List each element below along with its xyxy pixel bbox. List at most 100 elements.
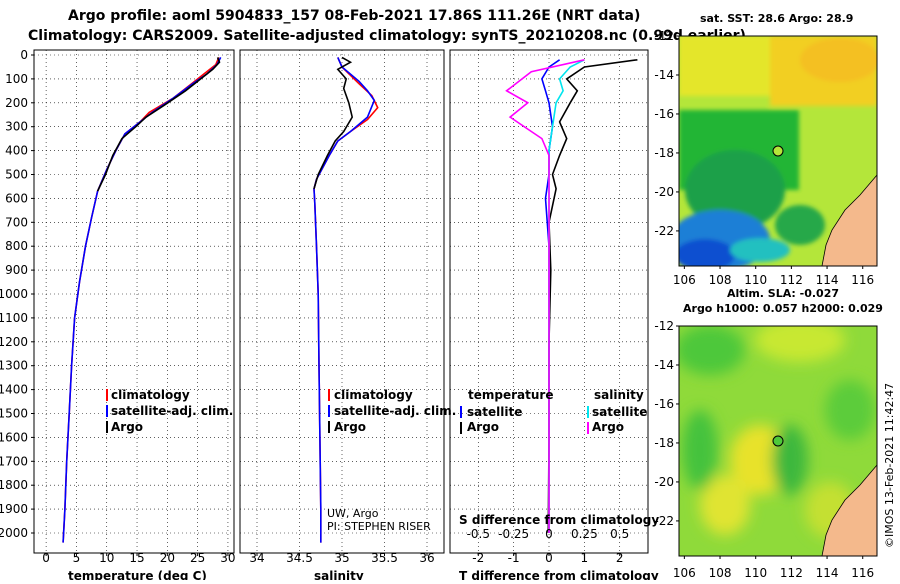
sst-cold-core xyxy=(679,239,735,266)
sal-xtick-label: 35.5 xyxy=(371,551,398,565)
temp-xtick-label: 10 xyxy=(99,551,114,565)
sst-cyan-patch xyxy=(730,238,790,262)
depth-tick-label: 600 xyxy=(5,191,28,205)
map1-ticks-xtick-label: 112 xyxy=(780,273,803,287)
diff-legend-sal-satellite: satellite xyxy=(592,405,647,419)
sal-xtick-label: 34 xyxy=(249,551,264,565)
sla-low-center xyxy=(772,425,808,495)
temp-series-satellite-adj-clim- xyxy=(62,57,222,543)
diff-legend-temperature-header: temperature xyxy=(468,388,553,402)
map2-ticks-ytick-label: -18 xyxy=(654,436,674,450)
map2-ticks-xtick-label: 116 xyxy=(851,566,874,580)
temp-xtick-label: 0 xyxy=(42,551,50,565)
depth-tick-label: 100 xyxy=(5,72,28,86)
temp-legend-satellite: satellite-adj. clim. xyxy=(111,404,233,418)
depth-tick-label: 700 xyxy=(5,215,28,229)
map2-ticks-xtick-label: 106 xyxy=(673,566,696,580)
diff-top-tick-label: 0 xyxy=(545,527,553,541)
depth-tick-label: 2000 xyxy=(0,526,28,540)
salinity-plot-frame xyxy=(239,49,445,554)
sal-series-argo xyxy=(313,56,354,190)
map1-ticks-xtick-label: 116 xyxy=(851,273,874,287)
salinity-annotation-1: UW, Argo xyxy=(327,507,379,520)
map1-ticks-ytick-label: -22 xyxy=(654,224,674,238)
depth-tick-label: 1600 xyxy=(0,430,28,444)
diff-series-salinity-satellite xyxy=(548,59,585,533)
sal-legend-satellite: satellite-adj. clim. xyxy=(334,404,456,418)
sal-xtick-label: 35 xyxy=(334,551,349,565)
diff-legend-temp-argo: Argo xyxy=(467,420,499,434)
map2-ticks-xtick-label: 108 xyxy=(709,566,732,580)
map1-ticks-ytick-label: -12 xyxy=(654,29,674,43)
sal-xtick-label: 34.5 xyxy=(286,551,313,565)
depth-tick-label: 1400 xyxy=(0,383,28,397)
salinity-panel: 34 34.5 35 35.5 36 UW, Argo PI: STEPHEN RISE… xyxy=(239,49,445,583)
sla-low-west xyxy=(682,410,718,490)
depth-tick-label: 1800 xyxy=(0,478,28,492)
salinity-xlabel: salinity xyxy=(314,569,364,580)
legends: climatology satellite-adj. clim. Argo cl… xyxy=(106,388,647,434)
sla-green-east xyxy=(825,380,875,440)
temp-series-argo xyxy=(96,57,221,192)
diff-xtick-label: -2 xyxy=(472,551,484,565)
temp-xtick-label: 30 xyxy=(220,551,235,565)
map1-ticks-ytick-label: -16 xyxy=(654,107,674,121)
diff-legend-sal-argo: Argo xyxy=(592,420,624,434)
depth-tick-label: 0 xyxy=(20,48,28,62)
map1-ticks-xtick-label: 108 xyxy=(709,273,732,287)
depth-tick-label: 400 xyxy=(5,144,28,158)
map2-ticks-ytick-label: -20 xyxy=(654,475,674,489)
depth-tick-label: 1200 xyxy=(0,335,28,349)
sal-series-climatology xyxy=(313,57,379,543)
salinity-annotation-2: PI: STEPHEN RISER xyxy=(327,520,431,533)
diff-xtick-label: -1 xyxy=(508,551,520,565)
diff-legend-salinity-header: salinity xyxy=(594,388,644,402)
temperature-xlabel: temperature (deg C) xyxy=(68,569,207,580)
depth-tick-label: 200 xyxy=(5,96,28,110)
depth-tick-label: 300 xyxy=(5,120,28,134)
diff-top-tick-label: 0.5 xyxy=(610,527,629,541)
map1-ticks-ytick-label: -14 xyxy=(654,68,674,82)
diff-legend-temp-satellite: satellite xyxy=(467,405,522,419)
temp-xtick-label: 15 xyxy=(129,551,144,565)
difference-panel: -2 -1 0 1 2 -0.5 -0.25 0 0.25 0.5 S difference fr… xyxy=(449,49,659,583)
depth-tick-label: 1900 xyxy=(0,502,28,516)
diff-xtick-label: 1 xyxy=(581,551,589,565)
sal-series-satellite-adj-clim- xyxy=(313,57,376,543)
diff-xtick-label: 2 xyxy=(616,551,624,565)
map2-ticks-ytick-label: -12 xyxy=(654,319,674,333)
sst-map: 106 108 110 112 114 116 -12 -14 -16 -18 -20 -22 xyxy=(654,29,878,287)
temp-xtick-label: 5 xyxy=(73,551,81,565)
temp-legend-climatology: climatology xyxy=(111,388,190,402)
diff-top-tick-label: -0.25 xyxy=(498,527,529,541)
diff-top-tick-label: -0.5 xyxy=(467,527,490,541)
sst-float-marker xyxy=(772,145,784,157)
depth-tick-label: 800 xyxy=(5,239,28,253)
sla-map-frame xyxy=(678,325,878,557)
sal-legend-argo: Argo xyxy=(334,420,366,434)
depth-tick-label: 1700 xyxy=(0,454,28,468)
sal-legend-climatology: climatology xyxy=(334,388,413,402)
title-line-1: Argo profile: aoml 5904833_157 08-Feb-20… xyxy=(68,8,640,24)
title-line-2: Climatology: CARS2009. Satellite-adjuste… xyxy=(28,28,746,44)
map2-ticks-xtick-label: 114 xyxy=(816,566,839,580)
map1-ticks-xtick-label: 114 xyxy=(816,273,839,287)
difference-top-label: S difference from climatology xyxy=(459,513,659,527)
depth-tick-label: 1500 xyxy=(0,407,28,421)
map2-ticks-ytick-label: -22 xyxy=(654,514,674,528)
sst-map-frame xyxy=(678,35,878,267)
map1-ticks-xtick-label: 110 xyxy=(744,273,767,287)
depth-tick-label: 1100 xyxy=(0,311,28,325)
diff-top-tick-label: 0.25 xyxy=(571,527,598,541)
map2-ticks-xtick-label: 112 xyxy=(780,566,803,580)
sst-green-patch xyxy=(775,205,825,245)
map1-ticks-ytick-label: -20 xyxy=(654,185,674,199)
temperature-panel: 0100200300400500600700800900100011001200… xyxy=(0,48,236,583)
sla-map: 106 108 110 112 114 116 -12 -14 -16 -18 -20 -22 xyxy=(654,319,878,580)
sal-xtick-label: 36 xyxy=(419,551,434,565)
diff-series-temperature-argo xyxy=(547,59,638,534)
temperature-plot-frame xyxy=(33,49,235,554)
depth-tick-label: 1000 xyxy=(0,287,28,301)
depth-tick-label: 900 xyxy=(5,263,28,277)
